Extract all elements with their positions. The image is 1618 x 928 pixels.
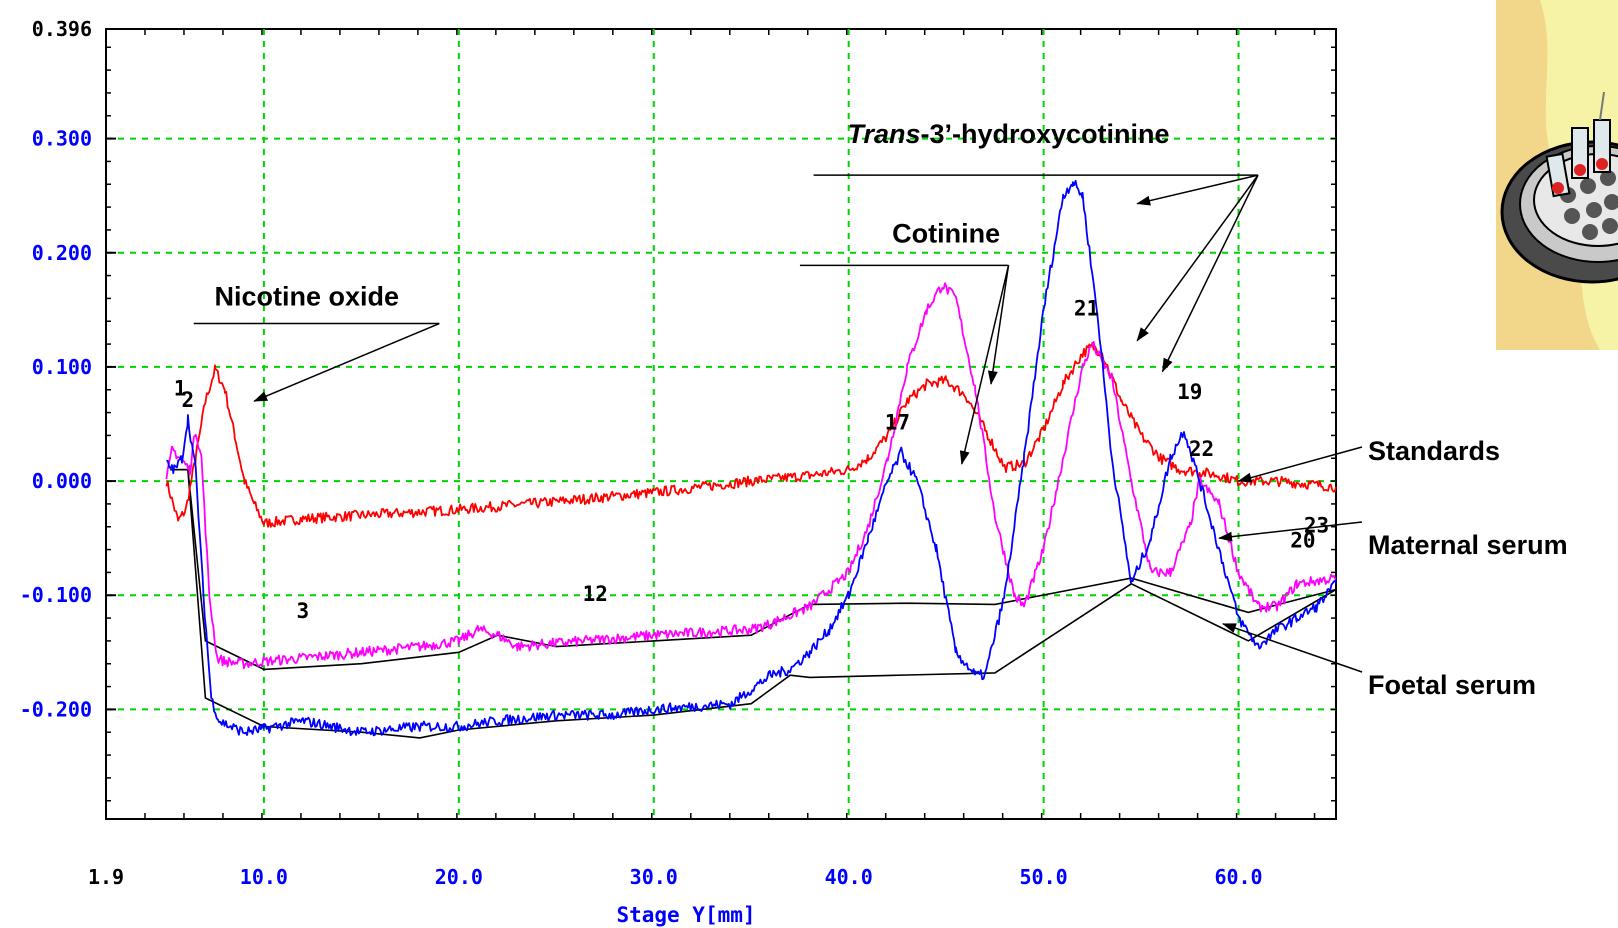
y-tick-label: 0.200 xyxy=(32,241,92,265)
x-tick-label: 20.0 xyxy=(435,865,483,889)
x-tick-label: 60.0 xyxy=(1214,865,1262,889)
annotation-arrow-cotinine xyxy=(959,265,1010,465)
y-axis: 0.396 0.300 0.200 0.100 0.000 -0.100 -0.200 xyxy=(20,17,1336,802)
peak-label: 19 xyxy=(1177,380,1202,404)
annotation-trans-3-hydroxycotinine: Trans-3’-hydroxycotinine xyxy=(847,119,1169,149)
annotation-trans-rest: -3’-hydroxycotinine xyxy=(921,119,1170,149)
x-tick-label: 40.0 xyxy=(825,865,873,889)
baseline-trace xyxy=(170,468,1337,671)
y-tick-label: 0.396 xyxy=(32,17,92,41)
x-axis: 1.9 10.0 20.0 30.0 40.0 50.0 60.0 xyxy=(88,29,1316,889)
legend-arrow-maternal-serum xyxy=(1218,521,1363,542)
series-maternal-serum xyxy=(165,282,1337,670)
annotation-trans-italic: Trans xyxy=(847,119,920,149)
annotation-cotinine: Cotinine xyxy=(892,218,1000,248)
peak-label: 20 xyxy=(1290,528,1315,552)
well-plate-icon xyxy=(1496,0,1618,350)
legend: Standards Maternal serum Foetal serum xyxy=(1218,436,1568,700)
y-tick-label: -0.200 xyxy=(20,697,92,721)
x-tick-label: 10.0 xyxy=(240,865,288,889)
annotation-arrow-trans-3-hydroxycotinine xyxy=(1161,174,1259,373)
x-tick-label: 50.0 xyxy=(1020,865,1068,889)
series-standards xyxy=(165,342,1337,528)
series-foetal-serum xyxy=(166,179,1337,737)
annotation-arrow-trans-3-hydroxycotinine xyxy=(1136,174,1259,206)
series-layer xyxy=(165,179,1337,737)
legend-arrow-foetal-serum xyxy=(1221,623,1363,673)
peak-label: 22 xyxy=(1189,437,1214,461)
peak-label: 17 xyxy=(885,411,910,435)
grid-layer xyxy=(106,29,1336,819)
peak-label: 21 xyxy=(1074,297,1099,321)
legend-standards: Standards xyxy=(1368,436,1500,466)
annotation-arrow-trans-3-hydroxycotinine xyxy=(1136,174,1259,342)
legend-maternal-serum: Maternal serum xyxy=(1368,530,1568,560)
y-tick-label: 0.100 xyxy=(32,355,92,379)
peak-label: 2 xyxy=(182,388,195,412)
peak-label: 12 xyxy=(583,582,608,606)
annotation-layer: Nicotine oxide Cotinine Trans-3’-hydroxy… xyxy=(193,119,1259,465)
annotation-arrow-nicotine-oxide xyxy=(253,322,440,402)
annotation-nicotine-oxide: Nicotine oxide xyxy=(215,281,400,311)
annotation-arrow-cotinine xyxy=(987,265,1010,386)
peak-label: 3 xyxy=(297,599,310,623)
y-tick-label: 0.300 xyxy=(32,127,92,151)
plot-frame xyxy=(105,28,1337,820)
x-tick-label: 1.9 xyxy=(88,865,124,889)
y-tick-label: -0.100 xyxy=(20,583,92,607)
legend-foetal-serum: Foetal serum xyxy=(1368,670,1536,700)
peak-label: 1 xyxy=(174,376,187,400)
y-tick-label: 0.000 xyxy=(32,469,92,493)
x-tick-label: 30.0 xyxy=(630,865,678,889)
x-axis-label: Stage Y[mm] xyxy=(616,903,755,927)
legend-arrow-standards xyxy=(1237,446,1363,483)
